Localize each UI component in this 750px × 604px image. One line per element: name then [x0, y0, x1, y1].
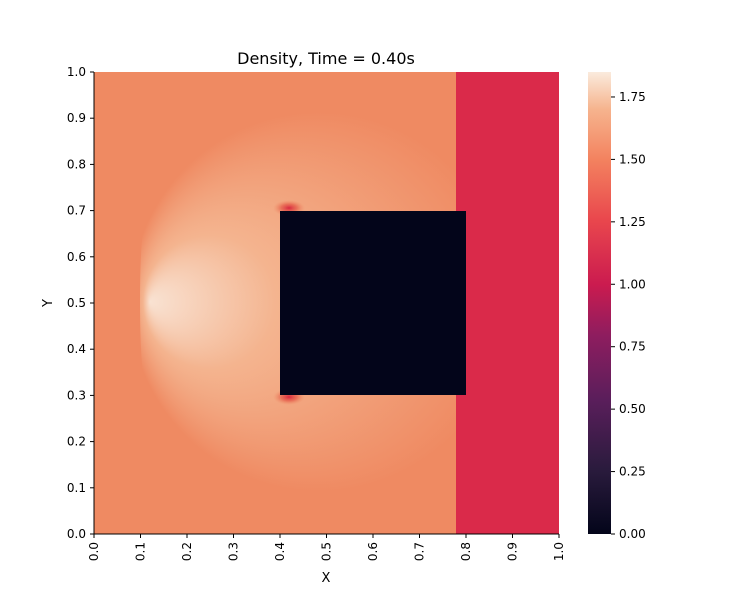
y-tick-label: 0.2 — [67, 435, 86, 449]
y-tick-label: 0.7 — [67, 204, 86, 218]
colorbar-tick-label: 0.25 — [619, 465, 646, 479]
x-tick-label: 0.0 — [87, 542, 101, 561]
y-tick-label: 0.0 — [67, 527, 86, 541]
x-tick-label: 0.9 — [506, 542, 520, 561]
colorbar-tick-label: 0.00 — [619, 527, 646, 541]
colorbar-tick-label: 1.00 — [619, 277, 646, 291]
colorbar-tick-label: 0.50 — [619, 402, 646, 416]
x-axis-label: X — [322, 571, 331, 586]
colorbar-tick-label: 1.75 — [619, 90, 646, 104]
colorbar-scale — [588, 72, 611, 534]
x-tick-label: 0.3 — [227, 542, 241, 561]
y-tick-label: 0.9 — [67, 111, 86, 125]
x-tick-label: 1.0 — [552, 542, 566, 561]
y-tick-label: 0.8 — [67, 157, 86, 171]
y-axis: 0.0 0.1 0.2 0.3 0.4 0.5 0.6 0.7 0.8 0.9 1.0 — [67, 65, 95, 541]
plot-area — [94, 72, 559, 534]
unshocked-region — [456, 72, 559, 534]
y-tick-label: 0.6 — [67, 250, 86, 264]
y-tick-label: 0.5 — [67, 296, 86, 310]
x-tick-label: 0.8 — [459, 542, 473, 561]
x-tick-label: 0.2 — [180, 542, 194, 561]
y-tick-label: 1.0 — [67, 65, 86, 79]
y-tick-label: 0.4 — [67, 342, 86, 356]
colorbar-tick-label: 1.25 — [619, 215, 646, 229]
y-tick-label: 0.1 — [67, 481, 86, 495]
chart-title: Density, Time = 0.40s — [237, 49, 415, 68]
x-tick-label: 0.5 — [320, 542, 334, 561]
y-axis-label: Y — [41, 299, 56, 308]
x-tick-label: 0.6 — [366, 542, 380, 561]
colorbar-tick-label: 0.75 — [619, 340, 646, 354]
obstacle-region — [280, 211, 466, 395]
colorbar: 0.00 0.25 0.50 0.75 1.00 1.25 1.50 1.75 — [588, 72, 646, 541]
x-tick-label: 0.1 — [134, 542, 148, 561]
y-tick-label: 0.3 — [67, 388, 86, 402]
colorbar-tick-label: 1.50 — [619, 152, 646, 166]
x-tick-label: 0.4 — [273, 542, 287, 561]
x-axis: 0.0 0.1 0.2 0.3 0.4 0.5 0.6 0.7 0.8 0.9 1.0 — [87, 533, 566, 561]
x-tick-label: 0.7 — [413, 542, 427, 561]
